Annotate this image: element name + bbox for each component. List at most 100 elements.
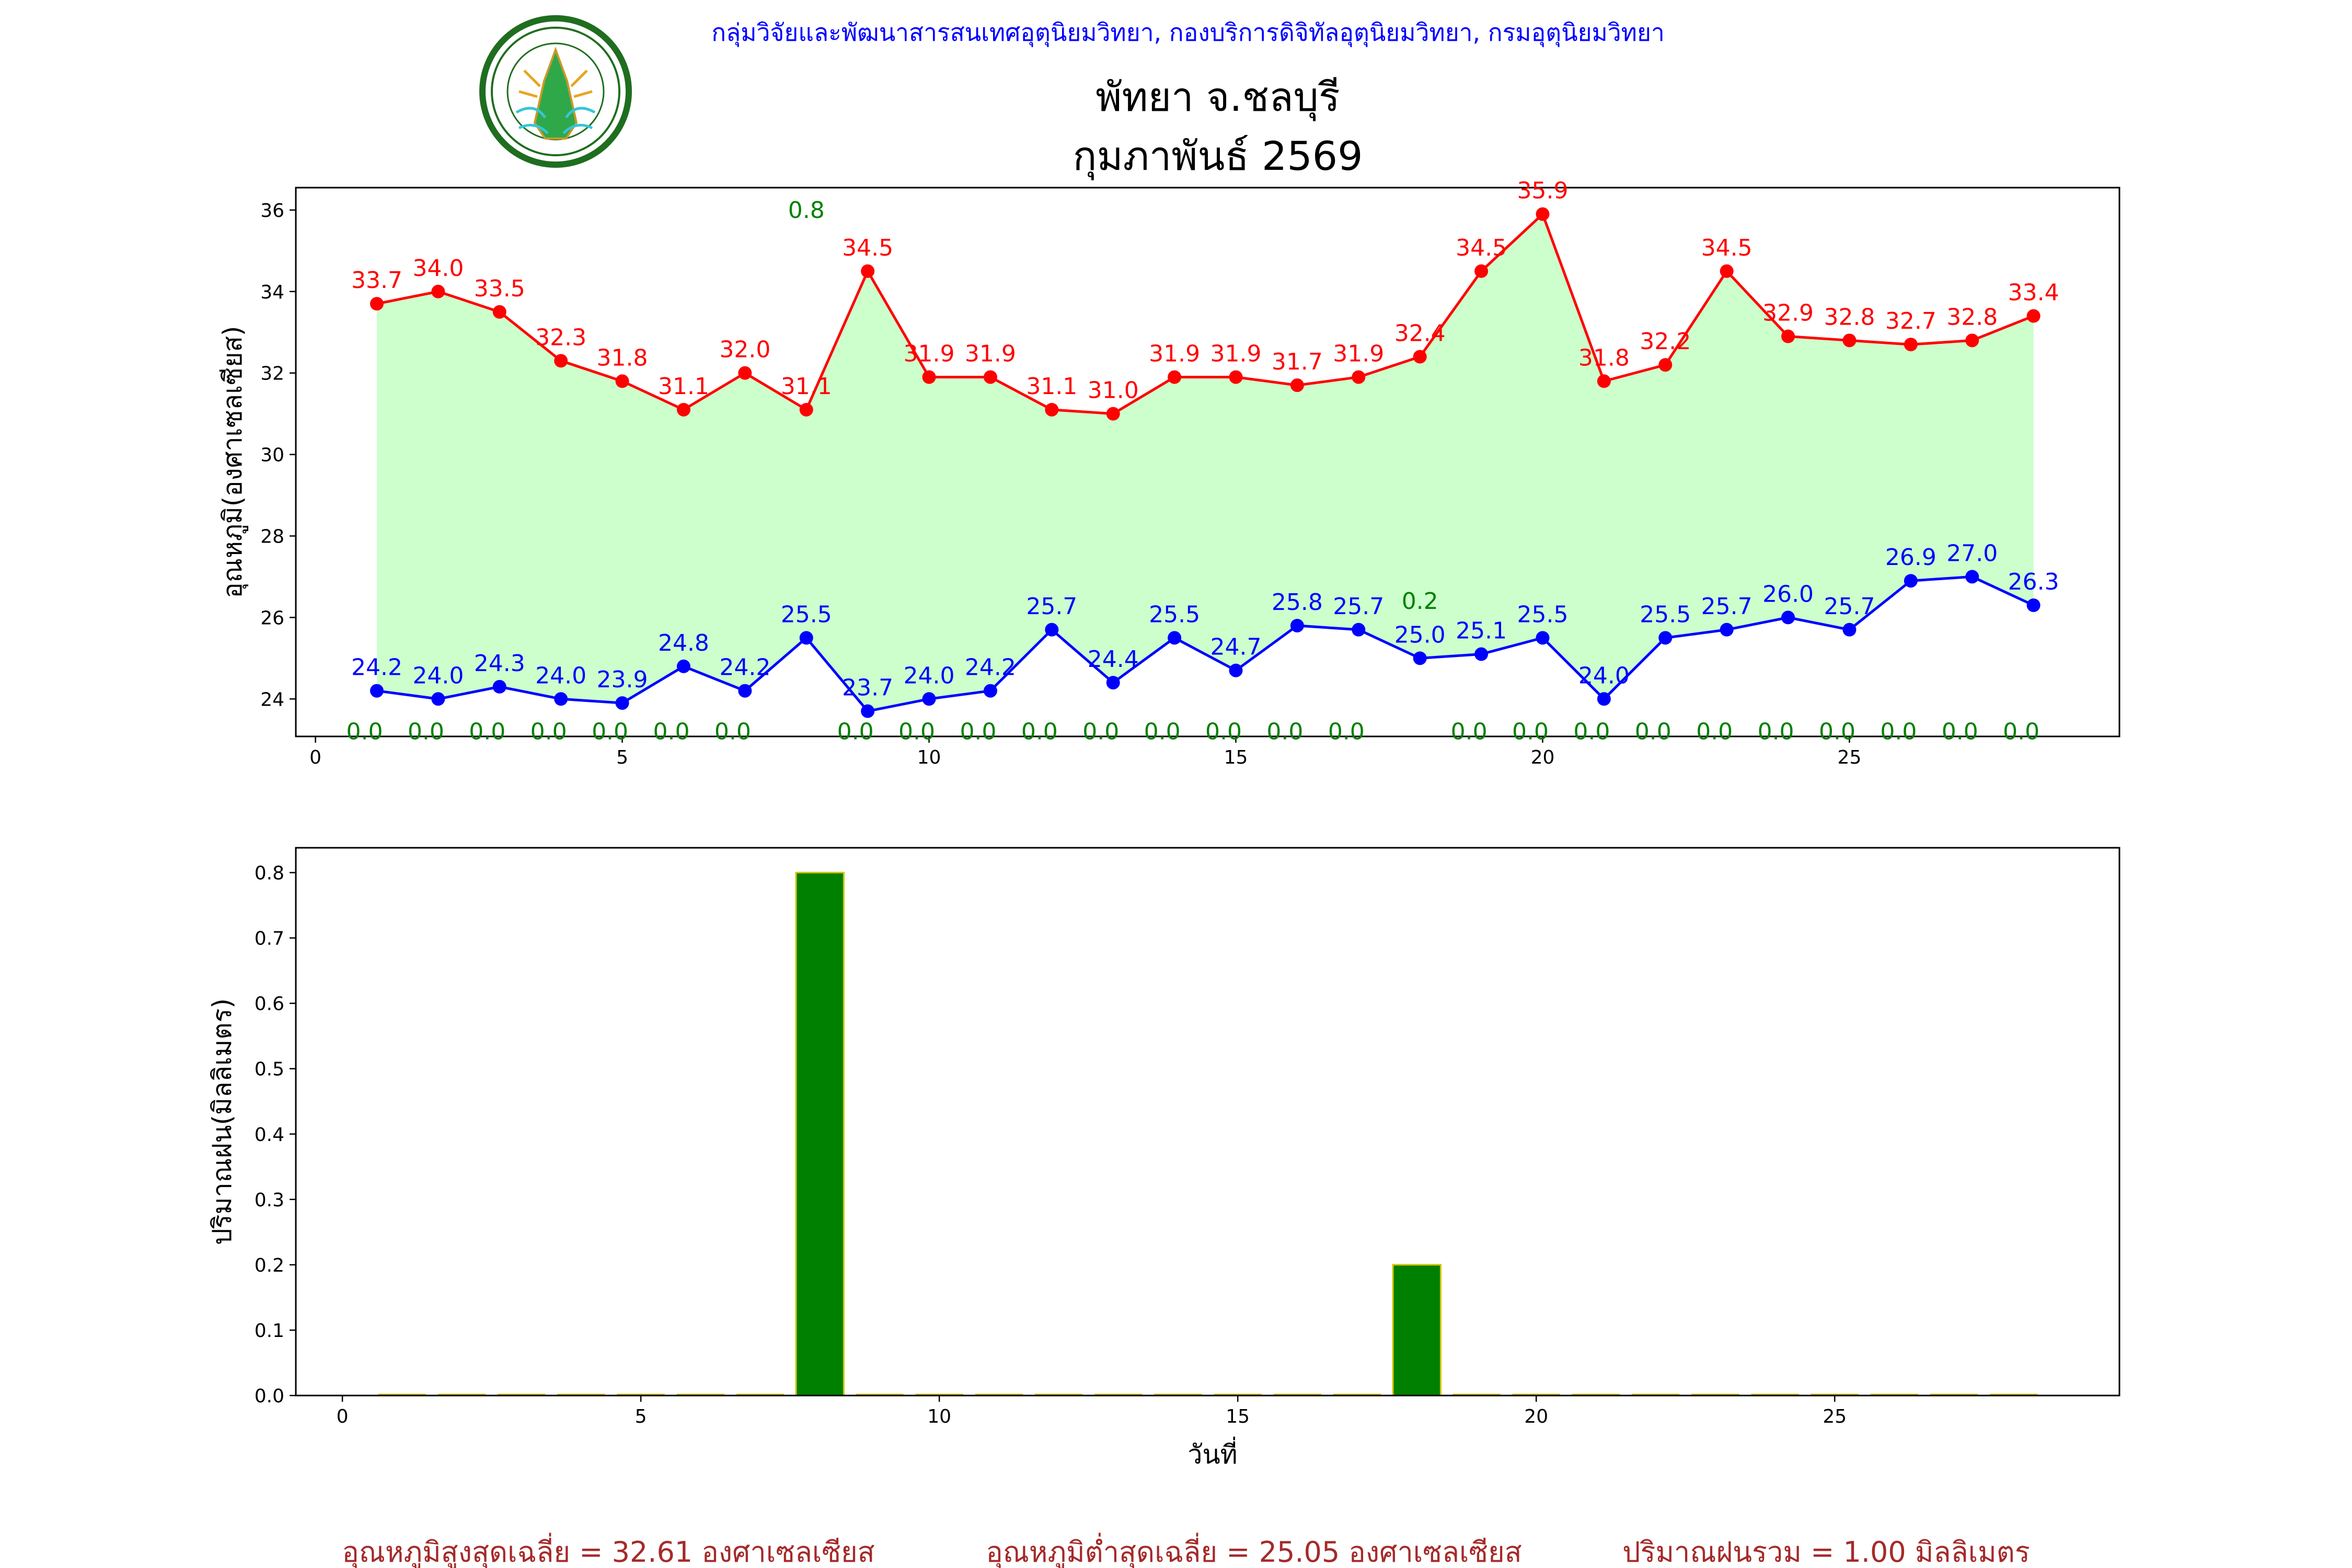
max-temp-point bbox=[1106, 407, 1120, 421]
min-temp-point bbox=[1904, 574, 1918, 588]
min-temp-data-label: 26.9 bbox=[1885, 544, 1936, 571]
min-temp-point bbox=[1229, 663, 1243, 677]
x-tick-label: 25 bbox=[1823, 1406, 1847, 1427]
x-tick-label: 0 bbox=[337, 1406, 349, 1427]
max-temp-data-label: 31.9 bbox=[965, 340, 1016, 367]
max-temp-data-label: 31.1 bbox=[1026, 373, 1077, 400]
min-temp-point bbox=[983, 684, 997, 698]
min-temp-point bbox=[1965, 570, 1979, 584]
min-temp-data-label: 24.2 bbox=[351, 654, 402, 681]
x-tick-label: 15 bbox=[1224, 747, 1248, 768]
max-temp-data-label: 31.9 bbox=[1149, 340, 1200, 367]
max-temp-point bbox=[1290, 378, 1304, 393]
min-temp-data-label: 23.7 bbox=[842, 675, 893, 701]
min-temp-data-label: 24.2 bbox=[719, 654, 770, 681]
min-temp-data-label: 24.7 bbox=[1210, 634, 1262, 661]
y-tick-label: 0.7 bbox=[255, 928, 284, 950]
min-temp-data-label: 25.5 bbox=[1149, 601, 1200, 628]
min-temp-data-label: 24.0 bbox=[904, 662, 955, 689]
min-temp-point bbox=[922, 692, 936, 706]
min-temp-point bbox=[1106, 676, 1120, 690]
min-temp-point bbox=[1168, 631, 1182, 645]
max-temp-data-label: 31.9 bbox=[1333, 340, 1384, 367]
max-temp-point bbox=[1229, 370, 1243, 384]
rain-data-label: 0.0 bbox=[1573, 719, 1610, 745]
rain-data-label: 0.0 bbox=[714, 719, 751, 745]
max-temp-point bbox=[738, 366, 752, 380]
min-temp-data-label: 25.1 bbox=[1456, 618, 1507, 644]
max-temp-data-label: 31.7 bbox=[1272, 349, 1323, 375]
min-temp-data-label: 24.8 bbox=[658, 630, 709, 656]
min-temp-data-label: 24.0 bbox=[1578, 662, 1630, 689]
max-temp-point bbox=[1352, 370, 1366, 384]
x-axis-label: วันที่ bbox=[1187, 1437, 1237, 1470]
min-temp-data-label: 25.5 bbox=[1517, 601, 1568, 628]
min-temp-data-label: 25.0 bbox=[1394, 621, 1446, 648]
organization-header: กลุ่มวิจัยและพัฒนาสารสนเทศอุตุนิยมวิทยา,… bbox=[711, 18, 1665, 48]
chart-title-period: กุมภาพันธ์ 2569 bbox=[1073, 133, 1363, 180]
x-tick-label: 15 bbox=[1226, 1406, 1250, 1427]
max-temp-data-label: 34.5 bbox=[842, 235, 893, 261]
y-tick-label: 0.6 bbox=[255, 994, 284, 1015]
rain-data-label: 0.0 bbox=[1635, 719, 1671, 745]
x-tick-label: 20 bbox=[1524, 1406, 1548, 1427]
max-temp-data-label: 33.5 bbox=[474, 275, 525, 302]
min-temp-point bbox=[1720, 622, 1734, 637]
max-temp-point bbox=[1965, 333, 1979, 348]
max-temp-data-label: 34.0 bbox=[412, 255, 464, 282]
rain-data-label: 0.0 bbox=[1696, 719, 1733, 745]
max-temp-point bbox=[554, 354, 568, 368]
rain-bar bbox=[795, 872, 845, 1397]
max-temp-data-label: 31.0 bbox=[1088, 377, 1139, 404]
rain-data-label: 0.0 bbox=[960, 719, 996, 745]
max-temp-point bbox=[1720, 264, 1734, 278]
x-tick-label: 5 bbox=[635, 1406, 647, 1427]
temperature-y-axis-label: อุณหภูมิ(องศาเซลเซียส) bbox=[217, 326, 248, 598]
y-tick-label: 0.5 bbox=[255, 1059, 284, 1080]
min-temp-point bbox=[861, 704, 875, 718]
min-temp-point bbox=[738, 684, 752, 698]
y-tick-label: 0.1 bbox=[255, 1320, 284, 1342]
min-temp-point bbox=[1290, 618, 1304, 632]
max-temp-data-label: 31.8 bbox=[1578, 344, 1630, 371]
y-tick-label: 32 bbox=[260, 363, 284, 385]
max-temp-point bbox=[1597, 374, 1611, 388]
max-temp-data-label: 32.9 bbox=[1762, 300, 1814, 327]
min-temp-data-label: 25.5 bbox=[781, 601, 832, 628]
min-temp-data-label: 24.0 bbox=[535, 662, 586, 689]
max-temp-point bbox=[1536, 207, 1550, 221]
min-temp-data-label: 25.7 bbox=[1026, 593, 1077, 620]
min-temp-data-label: 26.0 bbox=[1762, 581, 1814, 607]
max-temp-point bbox=[799, 402, 813, 417]
min-temp-point bbox=[1413, 651, 1427, 665]
min-temp-data-label: 25.7 bbox=[1701, 593, 1753, 620]
max-temp-point bbox=[676, 402, 690, 417]
rain-data-label: 0.0 bbox=[1942, 719, 1978, 745]
min-temp-point bbox=[2026, 598, 2040, 612]
rain-data-label: 0.0 bbox=[2003, 719, 2039, 745]
rain-data-label: 0.0 bbox=[592, 719, 628, 745]
max-temp-data-label: 32.4 bbox=[1394, 320, 1446, 347]
min-temp-point bbox=[1536, 631, 1550, 645]
min-temp-point bbox=[615, 696, 629, 710]
y-tick-label: 30 bbox=[260, 445, 284, 466]
temperature-plot: 0 5 10 15 20 25 24 26 28 30 32 34 36 33.7 34.0 33.5 32.3… bbox=[260, 178, 2120, 768]
max-temp-point bbox=[431, 284, 445, 298]
rain-data-label: 0.0 bbox=[1205, 719, 1242, 745]
max-temp-point bbox=[1474, 264, 1489, 278]
rain-data-label: 0.0 bbox=[1328, 719, 1365, 745]
min-temp-data-label: 23.9 bbox=[597, 666, 648, 693]
max-temp-data-label: 34.5 bbox=[1456, 235, 1507, 261]
max-temp-data-label: 31.9 bbox=[1210, 340, 1262, 367]
rain-data-label: 0.0 bbox=[408, 719, 444, 745]
max-temp-data-label: 31.1 bbox=[658, 373, 709, 400]
rainfall-plot: 0 5 10 15 20 25 0.0 0.1 0.2 0.3 0.4 0.5 0.6 0.7 0.8 bbox=[255, 847, 2120, 1427]
max-temp-point bbox=[370, 297, 384, 311]
max-temp-point bbox=[615, 374, 629, 388]
min-temp-point bbox=[1597, 692, 1611, 706]
y-tick-label: 36 bbox=[260, 200, 284, 222]
rain-data-label: 0.2 bbox=[1402, 588, 1438, 615]
plot-frame bbox=[295, 187, 2120, 737]
min-temp-data-label: 25.8 bbox=[1272, 589, 1323, 616]
